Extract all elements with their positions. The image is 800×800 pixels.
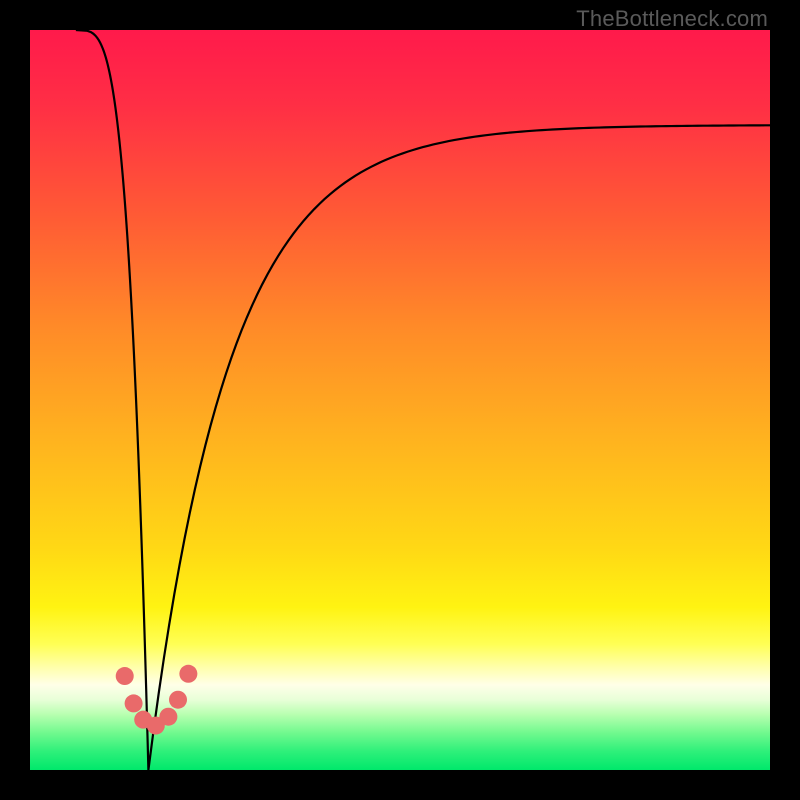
marker-dot bbox=[179, 665, 197, 683]
bottleneck-curve bbox=[76, 30, 770, 770]
marker-dot bbox=[169, 691, 187, 709]
marker-dot bbox=[125, 694, 143, 712]
chart-svg bbox=[30, 30, 770, 770]
outer-frame: TheBottleneck.com bbox=[0, 0, 800, 800]
plot-area bbox=[30, 30, 770, 770]
watermark-text: TheBottleneck.com bbox=[576, 6, 768, 32]
marker-dot bbox=[116, 667, 134, 685]
marker-dot bbox=[159, 708, 177, 726]
marker-group bbox=[116, 665, 198, 735]
